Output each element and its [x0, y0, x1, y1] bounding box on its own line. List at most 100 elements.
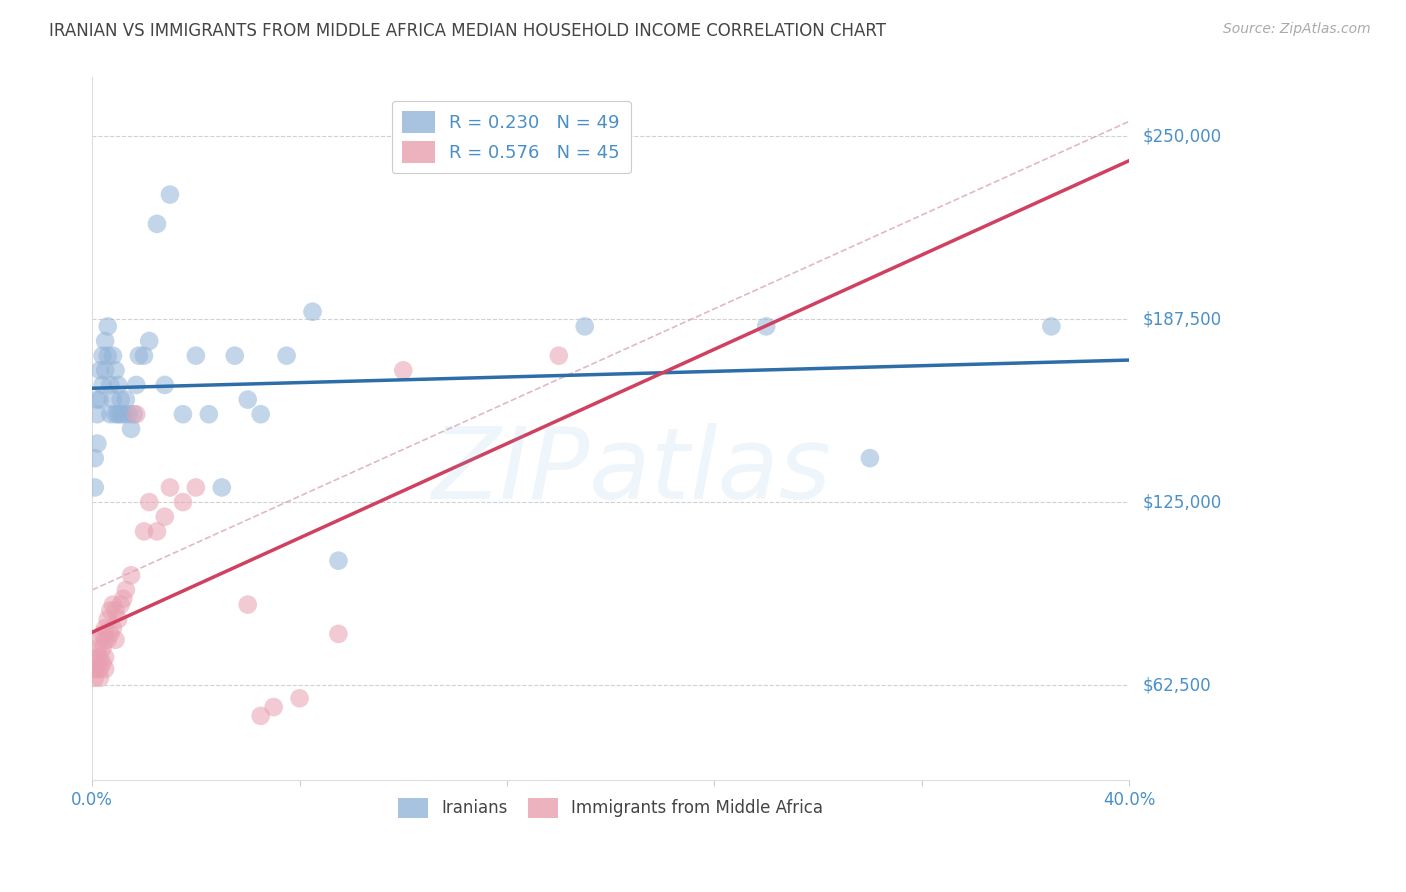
Point	[132, 524, 155, 539]
Point	[104, 632, 127, 647]
Point	[94, 662, 117, 676]
Point	[94, 650, 117, 665]
Point	[91, 378, 114, 392]
Point	[107, 378, 129, 392]
Point	[115, 392, 138, 407]
Text: $62,500: $62,500	[1143, 676, 1212, 694]
Point	[153, 509, 176, 524]
Point	[159, 187, 181, 202]
Point	[1040, 319, 1063, 334]
Point	[86, 662, 108, 676]
Point	[184, 480, 207, 494]
Point	[236, 392, 259, 407]
Point	[101, 349, 124, 363]
Point	[110, 392, 132, 407]
Point	[263, 700, 285, 714]
Point	[249, 407, 271, 421]
Point	[125, 378, 148, 392]
Point	[98, 627, 121, 641]
Point	[104, 363, 127, 377]
Point	[172, 495, 194, 509]
Point	[89, 363, 111, 377]
Point	[138, 495, 160, 509]
Legend: Iranians, Immigrants from Middle Africa: Iranians, Immigrants from Middle Africa	[391, 791, 830, 825]
Point	[98, 603, 121, 617]
Text: IRANIAN VS IMMIGRANTS FROM MIDDLE AFRICA MEDIAN HOUSEHOLD INCOME CORRELATION CHA: IRANIAN VS IMMIGRANTS FROM MIDDLE AFRICA…	[49, 22, 886, 40]
Point	[86, 436, 108, 450]
Point	[198, 407, 221, 421]
Point	[120, 422, 142, 436]
Point	[112, 591, 135, 606]
Point	[83, 662, 105, 676]
Text: $250,000: $250,000	[1143, 127, 1222, 145]
Point	[101, 392, 124, 407]
Text: ZIPatlas: ZIPatlas	[432, 423, 831, 519]
Point	[392, 363, 415, 377]
Point	[97, 319, 120, 334]
Point	[89, 392, 111, 407]
Point	[98, 407, 121, 421]
Point	[328, 554, 350, 568]
Point	[184, 349, 207, 363]
Point	[122, 407, 145, 421]
Point	[89, 632, 111, 647]
Point	[236, 598, 259, 612]
Point	[288, 691, 311, 706]
Point	[86, 407, 108, 421]
Point	[159, 480, 181, 494]
Point	[101, 598, 124, 612]
Text: $125,000: $125,000	[1143, 493, 1222, 511]
Point	[89, 671, 111, 685]
Point	[94, 334, 117, 348]
Point	[107, 612, 129, 626]
Point	[132, 349, 155, 363]
Point	[153, 378, 176, 392]
Point	[94, 632, 117, 647]
Point	[328, 627, 350, 641]
Point	[146, 217, 169, 231]
Point	[94, 363, 117, 377]
Point	[97, 612, 120, 626]
Point	[98, 378, 121, 392]
Point	[91, 627, 114, 641]
Point	[301, 304, 323, 318]
Point	[89, 650, 111, 665]
Point	[115, 582, 138, 597]
Point	[276, 349, 298, 363]
Text: Source: ZipAtlas.com: Source: ZipAtlas.com	[1223, 22, 1371, 37]
Text: $187,500: $187,500	[1143, 310, 1222, 328]
Point	[110, 598, 132, 612]
Point	[211, 480, 233, 494]
Point	[94, 621, 117, 635]
Point	[224, 349, 246, 363]
Point	[83, 451, 105, 466]
Point	[104, 603, 127, 617]
Point	[86, 650, 108, 665]
Point	[755, 319, 778, 334]
Point	[89, 662, 111, 676]
Point	[547, 349, 569, 363]
Point	[104, 407, 127, 421]
Point	[91, 349, 114, 363]
Point	[172, 407, 194, 421]
Point	[83, 480, 105, 494]
Point	[125, 407, 148, 421]
Point	[146, 524, 169, 539]
Point	[91, 641, 114, 656]
Point	[120, 568, 142, 582]
Point	[83, 656, 105, 670]
Point	[117, 407, 139, 421]
Point	[574, 319, 596, 334]
Point	[97, 349, 120, 363]
Point	[101, 621, 124, 635]
Point	[83, 671, 105, 685]
Point	[138, 334, 160, 348]
Point	[249, 709, 271, 723]
Point	[91, 656, 114, 670]
Point	[107, 407, 129, 421]
Point	[110, 407, 132, 421]
Point	[97, 632, 120, 647]
Point	[128, 349, 150, 363]
Point	[859, 451, 882, 466]
Point	[86, 641, 108, 656]
